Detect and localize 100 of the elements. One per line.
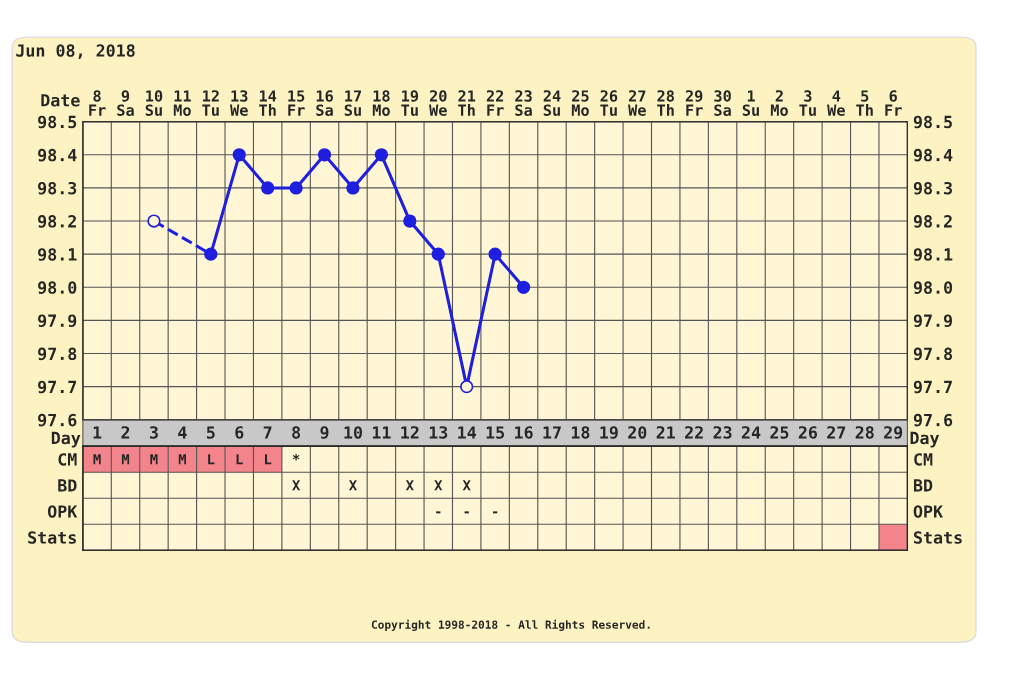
x-tick-label: 24 Su bbox=[543, 90, 561, 116]
x-tick-label: 11 Mo bbox=[173, 90, 191, 116]
x-tick-label: 28 bbox=[855, 426, 874, 439]
text: X bbox=[348, 480, 357, 491]
text: - bbox=[492, 511, 498, 514]
x-tick-label: 1 Su bbox=[742, 90, 759, 116]
x-tick-label: 1 bbox=[93, 426, 102, 439]
y-tick-label: 98.1 bbox=[38, 248, 77, 261]
x-tick-label: 27 bbox=[827, 426, 846, 439]
x-tick-label: 6 bbox=[235, 426, 244, 439]
text: * bbox=[292, 454, 300, 461]
y-tick-label: 97.8 bbox=[38, 347, 77, 361]
text: X bbox=[462, 480, 471, 491]
y-tick-label: 98.5 bbox=[38, 115, 77, 129]
x-tick-label: 30 Sa bbox=[714, 90, 731, 116]
x-tick-label: 20 bbox=[628, 426, 647, 439]
x-tick-label: 22 Fr bbox=[486, 90, 504, 116]
x-tick-label: 10 Su bbox=[145, 90, 163, 116]
point bbox=[317, 148, 332, 162]
y-tick-label: 98.2 bbox=[38, 215, 76, 228]
y2-tick-label: 98.5 bbox=[913, 115, 952, 129]
y2-tick-label: 98.4 bbox=[913, 148, 953, 162]
x-tick-label: 24 bbox=[741, 426, 761, 439]
text: M bbox=[150, 454, 158, 465]
x-tick-label: 17 bbox=[543, 426, 561, 439]
y2-tick-label: Stats bbox=[914, 531, 962, 544]
point bbox=[346, 181, 360, 195]
x-tick-label: 12 Tu bbox=[202, 90, 219, 116]
x-tick-label: 2 Mo bbox=[770, 90, 788, 116]
x-tick-label: 17 Su bbox=[344, 90, 362, 116]
y-tick-label: BD bbox=[58, 479, 77, 492]
y2-tick-label: CM bbox=[914, 453, 933, 466]
x-tick-label: 20 We bbox=[429, 90, 447, 116]
text: L bbox=[236, 454, 243, 465]
x-tick-label: 23 bbox=[713, 426, 732, 439]
x-tick-label: 22 bbox=[685, 426, 703, 439]
x-tick-label: 26 bbox=[798, 426, 818, 439]
y2-tick-label: 97.6 bbox=[913, 413, 953, 427]
x-tick-label: 5 bbox=[206, 426, 215, 439]
text: L bbox=[208, 454, 215, 465]
x-tick-label: 28 Th bbox=[657, 90, 674, 116]
x-tick-label: 26 Tu bbox=[600, 90, 618, 116]
x-tick-label: 18 bbox=[571, 426, 590, 439]
text: M bbox=[93, 454, 101, 465]
x-tick-label: 29 Fr bbox=[685, 90, 703, 116]
x-tick-label: 29 bbox=[884, 426, 903, 439]
y-tick-label: Stats bbox=[28, 531, 76, 544]
y2-tick-label: 98.3 bbox=[913, 181, 953, 195]
text: X bbox=[434, 480, 443, 491]
x-tick-label: 2 bbox=[121, 426, 130, 439]
x-tick-label: 6 Fr bbox=[885, 90, 902, 116]
x-tick-label: 8 Fr bbox=[89, 90, 106, 116]
x-tick-label: 10 bbox=[344, 426, 362, 439]
x-tick-label: 4 We bbox=[827, 90, 845, 116]
point bbox=[374, 148, 389, 162]
x-tick-label: 25 Mo bbox=[571, 90, 589, 116]
x-tick-label: 5 Th bbox=[856, 90, 873, 116]
x-tick-label: 3 Tu bbox=[799, 90, 816, 116]
y2-tick-label: BD bbox=[913, 479, 933, 492]
text: L bbox=[265, 454, 272, 465]
x-tick-label: 7 bbox=[263, 426, 272, 439]
point bbox=[431, 247, 445, 261]
point bbox=[261, 181, 275, 195]
x-tick-label: 21 Th bbox=[458, 90, 476, 116]
y-tick-label: 98.0 bbox=[38, 281, 77, 294]
chart-title: Jun 08, 2018 bbox=[16, 44, 135, 59]
y-tick-label: OPK bbox=[47, 505, 78, 518]
y-tick-label: 97.9 bbox=[38, 314, 77, 328]
point bbox=[289, 181, 303, 195]
x-tick-label: 16 bbox=[515, 426, 533, 439]
x-tick-label: 13 bbox=[429, 426, 448, 439]
y2-tick-label: 98.0 bbox=[913, 281, 953, 294]
x-tick-label: 25 bbox=[770, 426, 789, 439]
y2-tick-label: OPK bbox=[913, 505, 943, 518]
point bbox=[232, 148, 246, 162]
x-tick-label: 19 Tu bbox=[401, 90, 419, 116]
x-tick-label: 3 bbox=[149, 426, 158, 439]
x-tick-label: 21 bbox=[656, 426, 675, 439]
x-tick-label: 12 bbox=[401, 426, 419, 439]
x-tick-label: 15 bbox=[486, 426, 505, 439]
y-tick-label: 97.6 bbox=[38, 413, 77, 427]
y2-tick-label: 97.9 bbox=[913, 314, 953, 328]
text: - bbox=[436, 511, 441, 514]
y-tick-label: 97.7 bbox=[38, 380, 77, 394]
text: M bbox=[121, 454, 130, 465]
y2-tick-label: 97.7 bbox=[913, 380, 952, 394]
text: X bbox=[292, 480, 301, 491]
y2-tick-label: 97.8 bbox=[913, 347, 953, 361]
point bbox=[204, 247, 218, 261]
x-axis-title: Date bbox=[41, 94, 80, 107]
text: X bbox=[405, 480, 414, 491]
x-tick-label: 11 bbox=[372, 426, 391, 439]
x2-axis-title: Day bbox=[910, 431, 940, 448]
y-tick-label: 98.3 bbox=[38, 181, 77, 195]
y-tick-label: CM bbox=[58, 453, 77, 466]
x-tick-label: 27 We bbox=[628, 90, 646, 116]
x-tick-label: 14 bbox=[458, 426, 476, 439]
point bbox=[403, 214, 417, 228]
x-tick-label: 4 bbox=[178, 426, 187, 439]
x-tick-label: 16 Sa bbox=[316, 90, 333, 116]
